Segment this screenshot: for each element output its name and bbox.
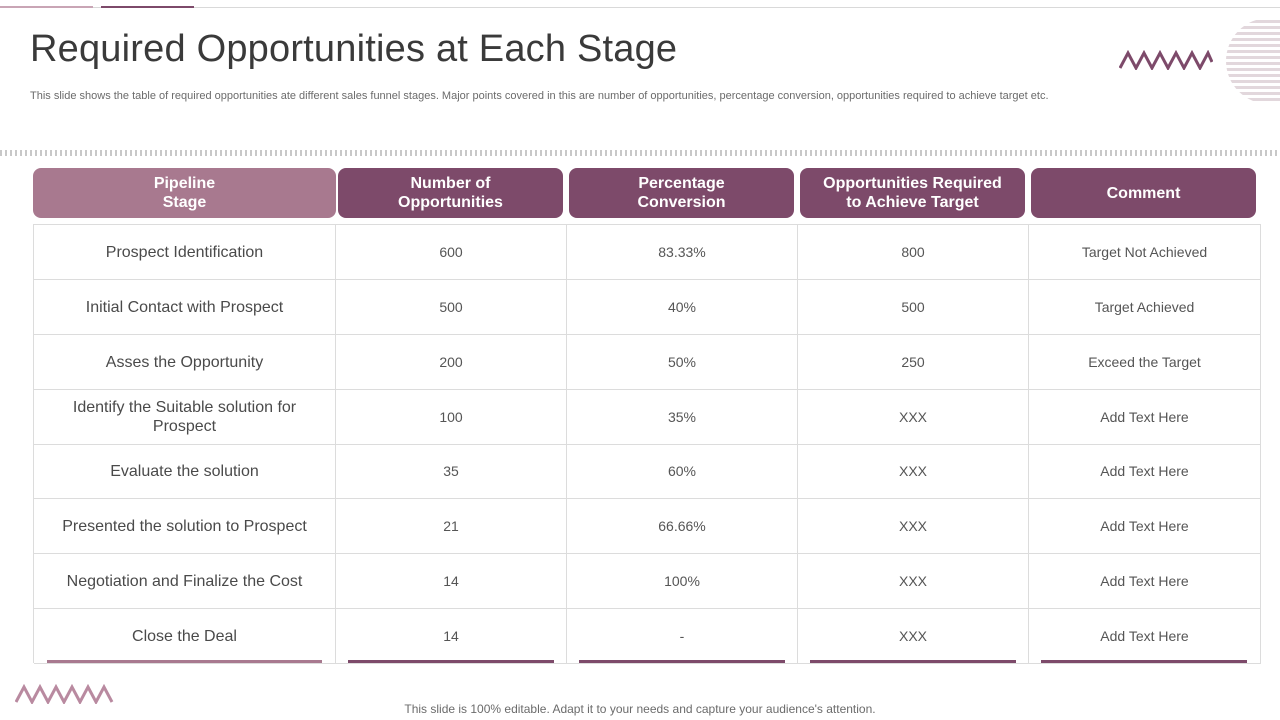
column-underline [348,660,554,663]
table-row: Initial Contact with Prospect 500 40% 50… [34,280,1261,335]
page-subtitle: This slide shows the table of required o… [30,90,1049,102]
header-opportunities-required: Opportunities Required to Achieve Target [800,168,1025,218]
table-cell-stage: Evaluate the solution [34,444,336,498]
table-cell-percentage: 100% [567,554,798,608]
header-label: Comment [1106,184,1181,202]
column-underline [47,660,322,663]
table-cell-stage: Close the Deal [34,609,336,663]
header-number-of-opportunities: Number of Opportunities [338,168,563,218]
table-cell-percentage: 50% [567,335,798,389]
table-cell-stage: Identify the Suitable solution for Prosp… [34,390,336,444]
header-comment: Comment [1031,168,1256,218]
table-cell-required: 250 [798,335,1029,389]
column-underline [1041,660,1247,663]
table-cell-comment: Target Not Achieved [1029,225,1261,279]
header-label: Pipeline Stage [153,175,216,211]
table-cell-number: 600 [336,225,567,279]
table-cell-number: 14 [336,554,567,608]
opportunities-table: Prospect Identification 600 83.33% 800 T… [33,224,1261,664]
table-cell-number: 500 [336,280,567,334]
header-percentage-conversion: Percentage Conversion [569,168,794,218]
table-cell-percentage: - [567,609,798,663]
table-cell-stage: Prospect Identification [34,225,336,279]
table-cell-required: XXX [798,499,1029,553]
table-cell-comment: Add Text Here [1029,390,1261,444]
table-cell-comment: Add Text Here [1029,609,1261,663]
table-cell-required: XXX [798,609,1029,663]
table-cell-number: 100 [336,390,567,444]
table-row: Close the Deal 14 - XXX Add Text Here [34,609,1261,664]
footer-note: This slide is 100% editable. Adapt it to… [404,702,876,716]
top-tab-marker-dark [101,6,194,8]
table-cell-number: 14 [336,609,567,663]
table-cell-comment: Add Text Here [1029,499,1261,553]
table-cell-comment: Exceed the Target [1029,335,1261,389]
zigzag-decoration-icon [1119,50,1213,70]
table-cell-comment: Add Text Here [1029,444,1261,498]
header-pipeline-stage: Pipeline Stage [33,168,336,218]
table-cell-percentage: 83.33% [567,225,798,279]
table-cell-required: XXX [798,554,1029,608]
table-cell-number: 21 [336,499,567,553]
top-tab-marker-light [0,6,93,8]
column-underline [579,660,785,663]
striped-circle-decoration-icon [1226,20,1280,101]
table-cell-percentage: 66.66% [567,499,798,553]
table-cell-comment: Target Achieved [1029,280,1261,334]
header-label: Number of Opportunities [398,175,503,211]
table-row: Identify the Suitable solution for Prosp… [34,390,1261,445]
table-cell-comment: Add Text Here [1029,554,1261,608]
header-label: Percentage Conversion [637,175,726,211]
table-cell-required: 800 [798,225,1029,279]
column-underline [810,660,1016,663]
table-row: Evaluate the solution 35 60% XXX Add Tex… [34,444,1261,499]
table-row: Asses the Opportunity 200 50% 250 Exceed… [34,335,1261,390]
table-cell-stage: Initial Contact with Prospect [34,280,336,334]
table-cell-number: 35 [336,444,567,498]
page-title: Required Opportunities at Each Stage [30,28,678,70]
dotted-divider [0,150,1280,156]
table-row: Presented the solution to Prospect 21 66… [34,499,1261,554]
header-label: Opportunities Required to Achieve Target [823,175,1002,211]
table-cell-required: XXX [798,444,1029,498]
table-cell-percentage: 40% [567,280,798,334]
top-rule [0,7,1280,8]
table-row: Negotiation and Finalize the Cost 14 100… [34,554,1261,609]
table-cell-required: 500 [798,280,1029,334]
zigzag-decoration-icon [15,684,114,704]
table-cell-number: 200 [336,335,567,389]
table-cell-percentage: 35% [567,390,798,444]
table-cell-required: XXX [798,390,1029,444]
table-cell-stage: Asses the Opportunity [34,335,336,389]
table-cell-stage: Presented the solution to Prospect [34,499,336,553]
table-row: Prospect Identification 600 83.33% 800 T… [34,225,1261,280]
table-cell-percentage: 60% [567,444,798,498]
table-cell-stage: Negotiation and Finalize the Cost [34,554,336,608]
